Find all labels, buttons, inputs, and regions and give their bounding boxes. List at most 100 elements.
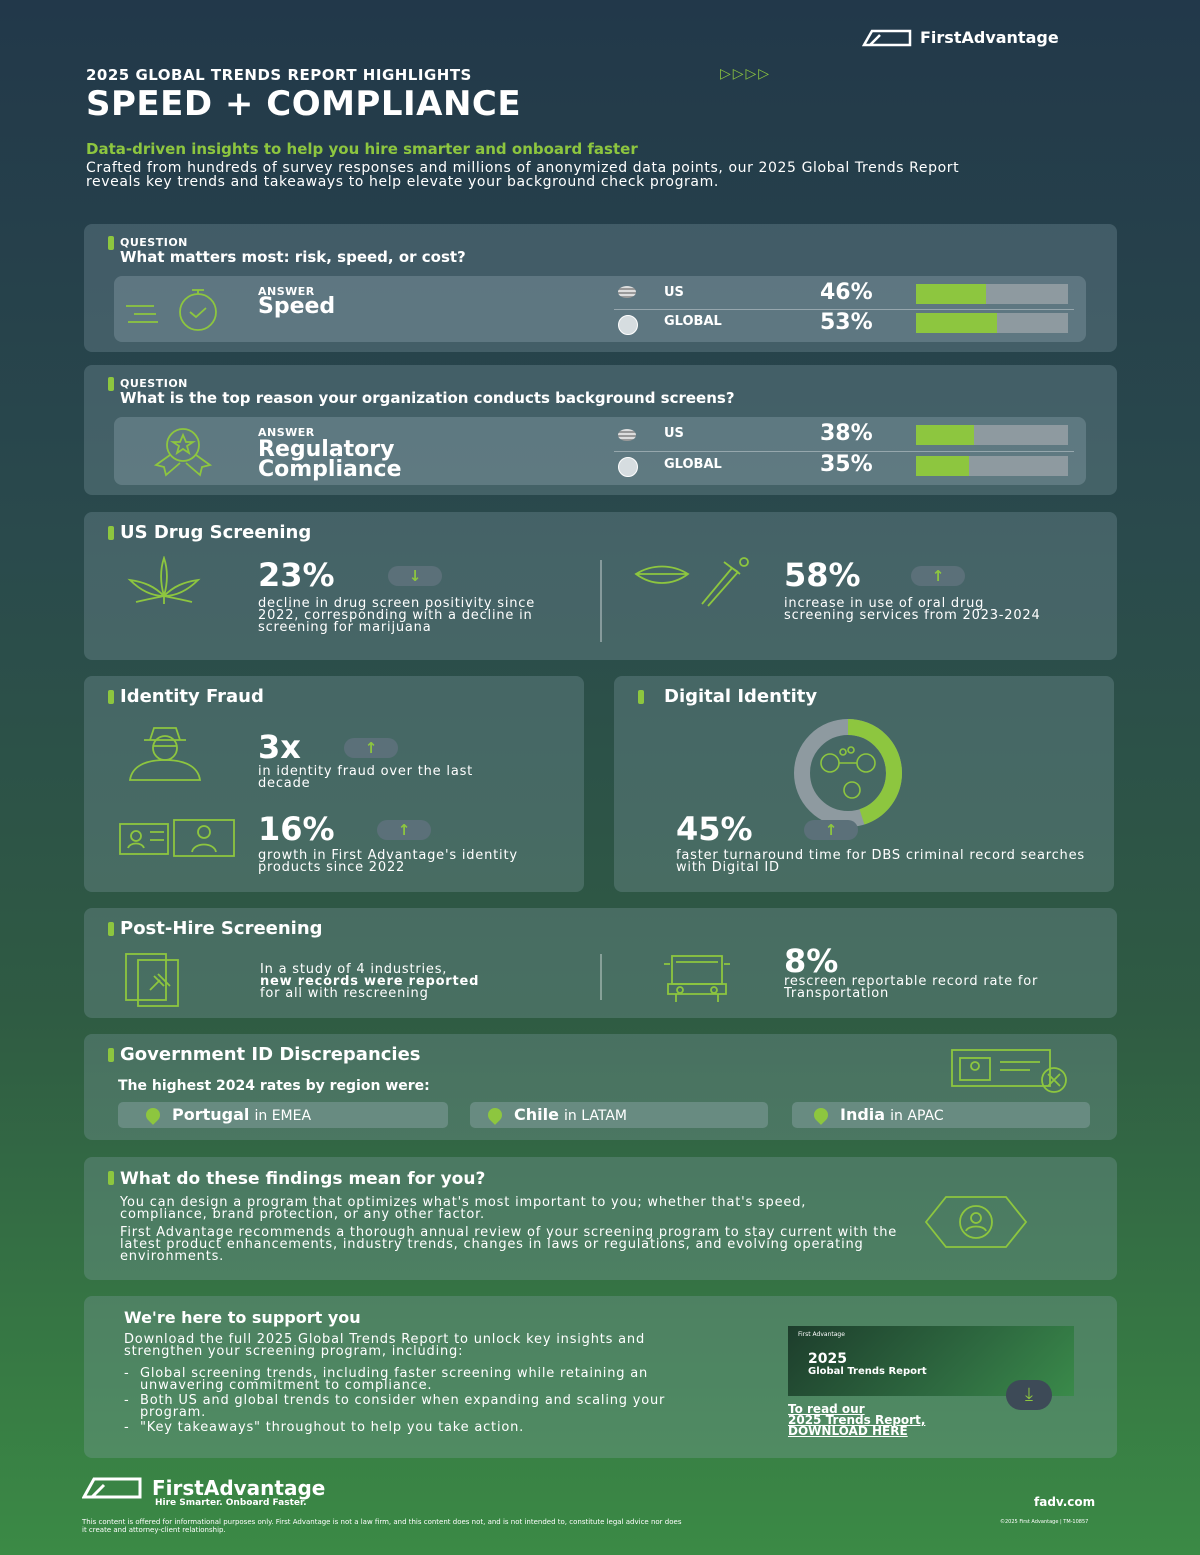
- region-name: in APAC: [890, 1108, 944, 1124]
- play-arrows-decoration: ▷▷▷▷: [720, 66, 772, 82]
- study-text-bold: new records were reported: [260, 974, 480, 989]
- identity-fraud-card: Identity Fraud 3x ↑ in identity fraud ov…: [84, 676, 584, 892]
- brand-name: FirstAdvantage: [152, 1476, 326, 1500]
- map-pin-icon: [485, 1105, 505, 1125]
- cannabis-leaf-icon: [127, 556, 201, 604]
- download-icon[interactable]: ⤓: [1006, 1380, 1052, 1410]
- question-text: What is the top reason your organization…: [120, 389, 735, 407]
- stat-value: 53%: [820, 310, 873, 335]
- support-bullets: Global screening trends, including faste…: [124, 1367, 714, 1437]
- answer-panel: ANSWER Speed US 46% GLOBAL 53%: [114, 276, 1086, 342]
- answer-label: ANSWER: [258, 285, 315, 298]
- country-name: Portugal: [172, 1105, 250, 1124]
- answer-text-line1: Regulatory: [258, 437, 395, 462]
- card-title: What do these findings mean for you?: [120, 1169, 486, 1189]
- region-label: GLOBAL: [664, 314, 722, 329]
- hacker-person-icon: [128, 727, 202, 781]
- map-pin-icon: [143, 1105, 163, 1125]
- region-pill-emea: Portugal in EMEA: [118, 1102, 448, 1128]
- page-title: SPEED + COMPLIANCE: [86, 84, 522, 124]
- stat-description: growth in First Advantage's identity pro…: [258, 848, 518, 875]
- documents-gavel-icon: [125, 953, 179, 1007]
- findings-paragraph-1: You can design a program that optimizes …: [120, 1195, 807, 1222]
- progress-bar: [916, 425, 1068, 445]
- findings-paragraph-2: First Advantage recommends a thorough an…: [120, 1225, 898, 1264]
- first-advantage-logo-icon: [862, 29, 912, 46]
- stat-value: 46%: [820, 280, 873, 305]
- country-name: India: [840, 1105, 886, 1124]
- region-name: in EMEA: [254, 1108, 312, 1124]
- donut-gauge: [794, 719, 902, 827]
- stat-description: decline in drug screen positivity since …: [258, 596, 536, 635]
- question-card-1: QUESTION What matters most: risk, speed,…: [84, 224, 1117, 352]
- stat-value: 16%: [258, 810, 335, 848]
- up-arrow-icon: ↑: [344, 738, 398, 758]
- answer-text-line2: Compliance: [258, 457, 402, 482]
- brand-name: FirstAdvantage: [920, 28, 1059, 47]
- support-intro: Download the full 2025 Global Trends Rep…: [124, 1332, 646, 1359]
- flag-us-icon: [618, 429, 636, 441]
- answer-text: Speed: [258, 294, 336, 319]
- header-intro: Crafted from hundreds of survey response…: [86, 160, 960, 190]
- progress-bar: [916, 313, 1068, 333]
- bullet-item: Both US and global trends to consider wh…: [124, 1394, 714, 1419]
- download-link[interactable]: To read our 2025 Trends Report, DOWNLOAD…: [788, 1403, 926, 1437]
- question-label: QUESTION: [120, 236, 188, 249]
- globe-icon: [618, 457, 638, 477]
- fingerprint-handcuffs-icon: [820, 746, 876, 799]
- bullet-item: Global screening trends, including faste…: [124, 1367, 714, 1392]
- header-subtitle: Data-driven insights to help you hire sm…: [86, 140, 638, 158]
- up-arrow-icon: ↑: [911, 566, 965, 586]
- drug-screening-card: US Drug Screening 23% ↓ decline in drug …: [84, 512, 1117, 660]
- stat-description: rescreen reportable record rate for Tran…: [784, 974, 1039, 1001]
- cta-line: 2025 Trends Report,: [788, 1413, 926, 1427]
- id-card-x-icon: [951, 1049, 1067, 1093]
- question-text: What matters most: risk, speed, or cost?: [120, 248, 466, 266]
- stat-description: faster turnaround time for DBS criminal …: [676, 848, 1085, 875]
- support-card: We're here to support you Download the f…: [84, 1296, 1117, 1458]
- progress-bar: [916, 456, 1068, 476]
- card-title: US Drug Screening: [120, 522, 312, 543]
- digital-identity-card: Digital Identity 45% ↑ faster turnaround…: [614, 676, 1114, 892]
- gov-subtitle: The highest 2024 rates by region were:: [118, 1078, 430, 1094]
- header-eyebrow: 2025 GLOBAL TRENDS REPORT HIGHLIGHTS: [86, 66, 472, 84]
- country-name: Chile: [514, 1105, 559, 1124]
- award-star-icon: [153, 428, 213, 477]
- study-text-1: In a study of 4 industries,: [260, 962, 448, 977]
- stat-value: 3x: [258, 728, 301, 766]
- region-label: US: [664, 285, 684, 300]
- globe-icon: [618, 315, 638, 335]
- footer-copyright: ©2025 First Advantage | TM-10857: [1000, 1519, 1089, 1525]
- cover-brand: First Advantage: [798, 1331, 845, 1338]
- stat-value: 8%: [784, 942, 839, 980]
- top-logo: FirstAdvantage: [862, 28, 1059, 47]
- stat-value: 45%: [676, 810, 753, 848]
- question-label: QUESTION: [120, 377, 188, 390]
- stat-value: 35%: [820, 452, 873, 477]
- first-advantage-logo-icon: [82, 1477, 142, 1499]
- region-name: in LATAM: [564, 1108, 627, 1124]
- study-text-3: for all with rescreening: [260, 986, 429, 1001]
- stat-value: 58%: [784, 556, 861, 594]
- down-arrow-icon: ↓: [388, 566, 442, 586]
- card-title: Identity Fraud: [120, 686, 264, 707]
- stat-description: in identity fraud over the last decade: [258, 764, 474, 791]
- region-label: US: [664, 426, 684, 441]
- flag-us-icon: [618, 286, 636, 298]
- progress-bar: [916, 284, 1068, 304]
- findings-card: What do these findings mean for you? You…: [84, 1157, 1117, 1280]
- donut-fill: [794, 719, 902, 827]
- truck-icon: [664, 955, 730, 1002]
- oral-swab-icon: [634, 557, 749, 607]
- stopwatch-icon: [126, 289, 217, 331]
- stat-description: increase in use of oral drug screening s…: [784, 596, 1041, 623]
- region-label: GLOBAL: [664, 457, 722, 472]
- cover-year: 2025: [808, 1351, 847, 1367]
- card-title: Post-Hire Screening: [120, 918, 323, 939]
- up-arrow-icon: ↑: [377, 820, 431, 840]
- map-pin-icon: [811, 1105, 831, 1125]
- region-pill-latam: Chile in LATAM: [470, 1102, 768, 1128]
- footer-url[interactable]: fadv.com: [1034, 1495, 1096, 1509]
- id-cards-icon: [119, 819, 235, 857]
- gov-id-card: Government ID Discrepancies The highest …: [84, 1034, 1117, 1140]
